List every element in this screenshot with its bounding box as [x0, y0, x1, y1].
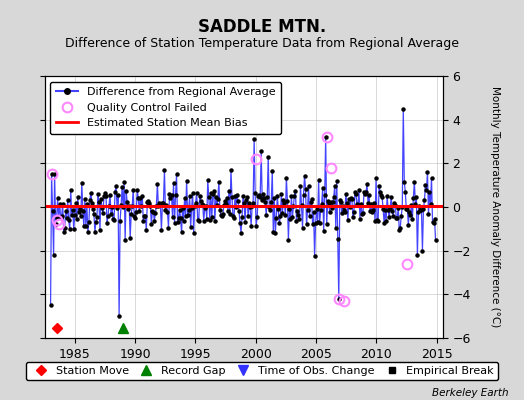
Legend: Difference from Regional Average, Quality Control Failed, Estimated Station Mean: Difference from Regional Average, Qualit…: [50, 82, 281, 134]
Text: Difference of Station Temperature Data from Regional Average: Difference of Station Temperature Data f…: [65, 37, 459, 50]
Text: Berkeley Earth: Berkeley Earth: [432, 388, 508, 398]
Text: SADDLE MTN.: SADDLE MTN.: [198, 18, 326, 36]
Legend: Station Move, Record Gap, Time of Obs. Change, Empirical Break: Station Move, Record Gap, Time of Obs. C…: [26, 362, 498, 380]
Y-axis label: Monthly Temperature Anomaly Difference (°C): Monthly Temperature Anomaly Difference (…: [490, 86, 500, 328]
